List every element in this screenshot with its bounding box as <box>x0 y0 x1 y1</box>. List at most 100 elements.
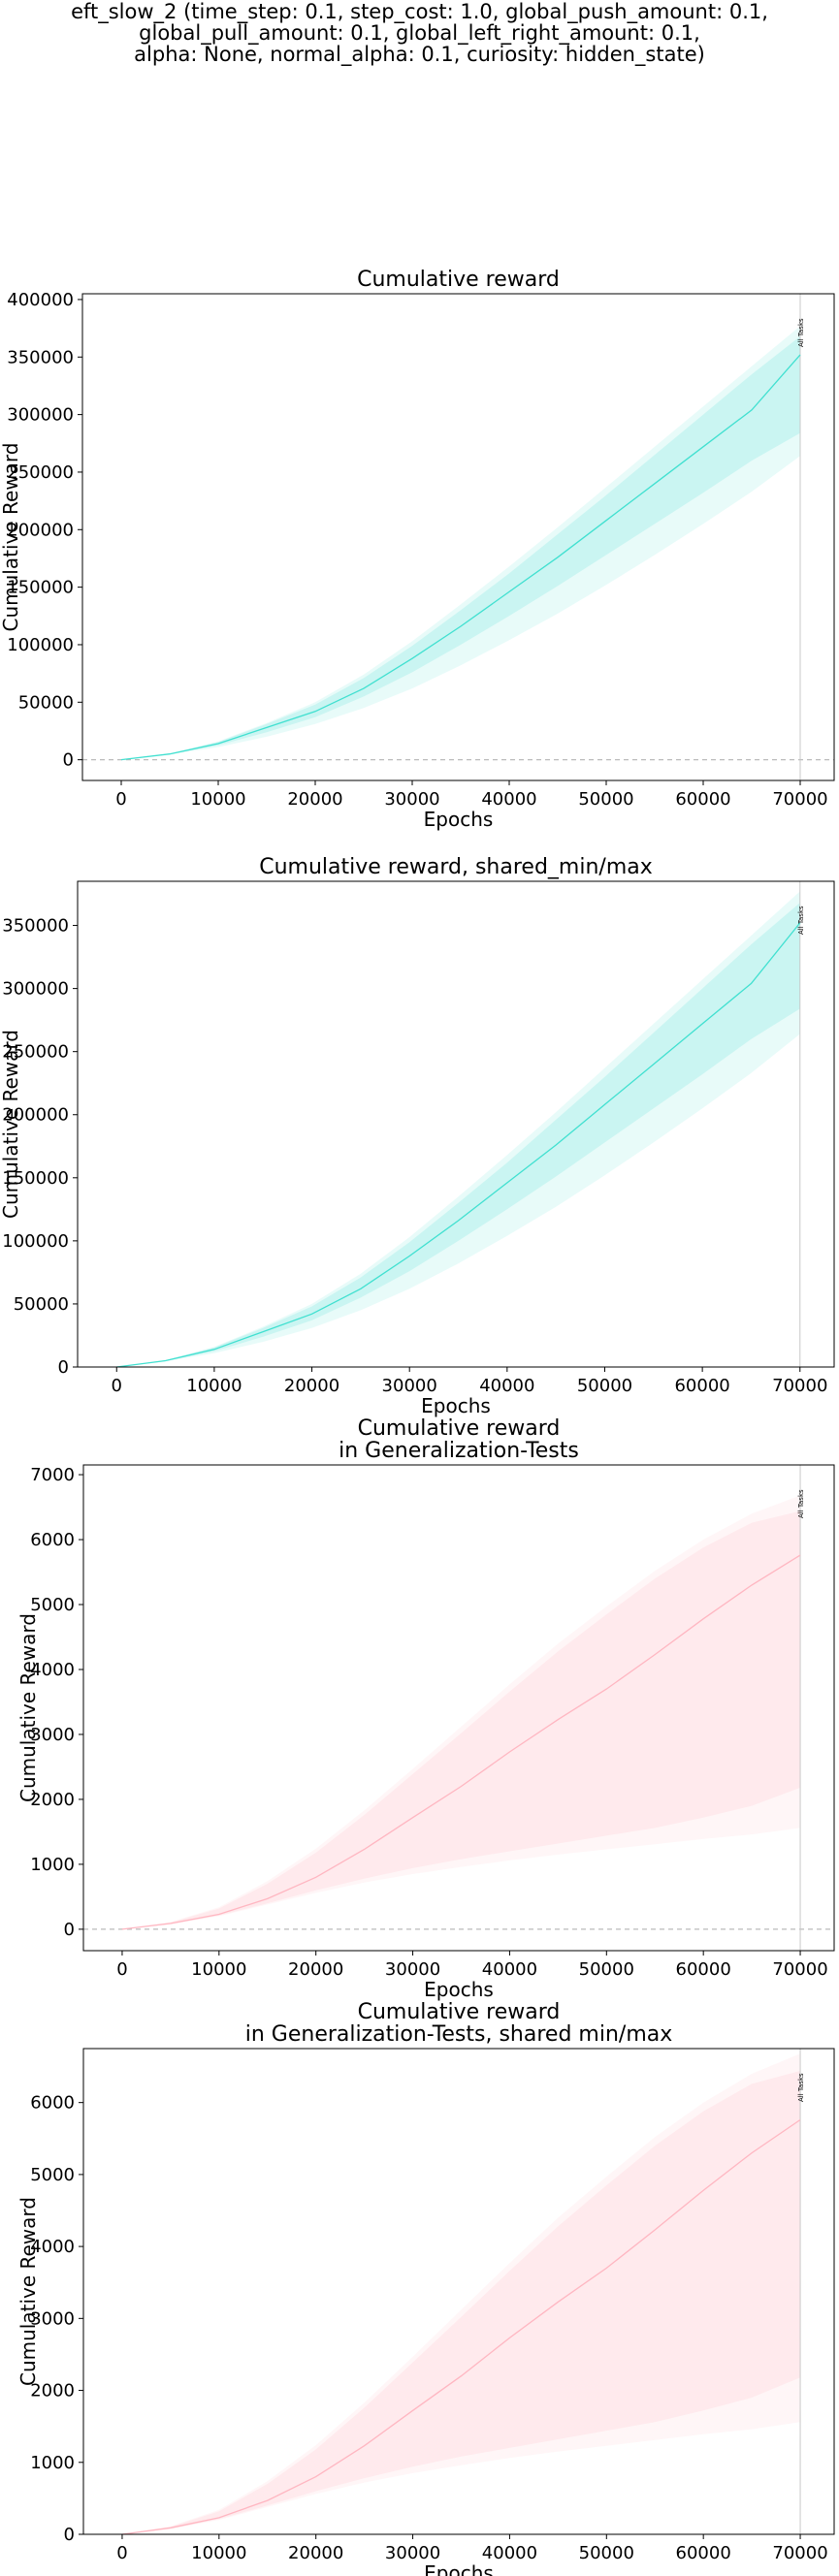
chart-panel-2: All Tasks 0 10000 20000 30000 40000 50000 60000… <box>0 855 835 1417</box>
y-axis-label: Cumulative Reward <box>16 1613 40 1802</box>
x-tick-label: 10000 <box>191 2543 246 2563</box>
x-tick-label: 0 <box>116 1959 127 1980</box>
task-marker-label: All Tasks <box>797 2073 805 2102</box>
y-tick-label: 4000 <box>30 2237 75 2257</box>
plot-frame <box>77 880 835 1368</box>
y-tick-label: 3000 <box>30 1725 75 1745</box>
chart-title-line-1: Cumulative reward <box>358 1416 561 1441</box>
task-marker-label: All Tasks <box>797 1489 805 1518</box>
x-tick-label: 10000 <box>186 1376 242 1396</box>
y-tick-label: 2000 <box>30 2381 75 2401</box>
x-axis-label: Epochs <box>421 1394 491 1417</box>
y-tick-label: 7000 <box>30 1465 75 1485</box>
x-tick-label: 0 <box>115 789 126 810</box>
x-tick-label: 40000 <box>482 1959 537 1980</box>
x-tick-label: 60000 <box>675 789 730 810</box>
y-tick-label: 0 <box>64 2525 75 2545</box>
chart-title-line-1: Cumulative reward, shared_min/max <box>259 855 653 879</box>
y-tick-label: 50000 <box>18 692 74 713</box>
y-tick-label: 6000 <box>30 2093 75 2114</box>
x-axis-label: Epochs <box>424 2561 494 2576</box>
chart-title-line-1: Cumulative reward <box>358 2000 561 2024</box>
chart-title-line-2: in Generalization-Tests, shared min/max <box>245 2022 673 2047</box>
band-outer <box>121 1495 800 1929</box>
y-tick-label: 250000 <box>2 1042 69 1063</box>
x-tick-label: 20000 <box>287 789 342 810</box>
plot-frame <box>82 1464 835 1952</box>
y-tick-label: 3000 <box>30 2308 75 2329</box>
figure-title-line-3: alpha: None, normal_alpha: 0.1, curiosit… <box>134 43 705 66</box>
band-inner <box>116 903 800 1367</box>
mean-series-line <box>120 354 801 761</box>
y-axis-label: Cumulative Reward <box>0 1030 22 1219</box>
x-tick-label: 70000 <box>772 2543 827 2563</box>
y-tick-label: 2000 <box>30 1790 75 1810</box>
chart-title-line-2: in Generalization-Tests <box>339 1439 579 1463</box>
x-tick-label: 50000 <box>578 789 633 810</box>
x-tick-label: 40000 <box>481 789 536 810</box>
band-outer <box>116 891 800 1367</box>
x-tick-label: 70000 <box>772 789 827 810</box>
x-tick-label: 60000 <box>674 1376 729 1396</box>
y-tick-label: 250000 <box>7 462 74 483</box>
plot-frame <box>81 293 835 781</box>
mean-series-line <box>121 1554 801 1930</box>
figure-title: eft_slow_2 (time_step: 0.1, step_cost: 1… <box>0 0 839 65</box>
x-tick-label: 10000 <box>190 789 245 810</box>
y-tick-label: 300000 <box>2 979 69 1000</box>
y-tick-label: 4000 <box>30 1660 75 1680</box>
band-inner <box>121 335 800 760</box>
x-tick-label: 60000 <box>676 2543 731 2563</box>
x-tick-label: 50000 <box>579 2543 634 2563</box>
band-outer <box>121 326 800 760</box>
x-tick-label: 20000 <box>288 1959 343 1980</box>
x-tick-label: 20000 <box>288 2543 343 2563</box>
chart-title-line-1: Cumulative reward <box>357 268 560 292</box>
figure-title-line-1: eft_slow_2 (time_step: 0.1, step_cost: 1… <box>71 0 768 23</box>
y-tick-label: 100000 <box>7 635 74 655</box>
plot-frame <box>82 2048 835 2535</box>
y-tick-label: 50000 <box>14 1294 69 1315</box>
x-tick-label: 30000 <box>385 2543 440 2563</box>
y-tick-label: 200000 <box>7 520 74 540</box>
x-tick-label: 20000 <box>284 1376 339 1396</box>
chart-panel-1: All Tasks 0 10000 20000 30000 40000 50000 60000… <box>0 268 835 831</box>
y-axis-label: Cumulative Reward <box>16 2197 40 2386</box>
x-tick-label: 10000 <box>191 1959 246 1980</box>
x-tick-label: 30000 <box>382 1376 437 1396</box>
x-tick-label: 0 <box>112 1376 122 1396</box>
y-tick-label: 200000 <box>2 1105 69 1126</box>
band-inner <box>121 2071 800 2534</box>
y-tick-label: 1000 <box>30 1855 75 1875</box>
y-tick-label: 150000 <box>7 578 74 598</box>
chart-panel-4: All Tasks 0 10000 20000 30000 40000 50000 60000… <box>16 2000 835 2576</box>
x-tick-label: 70000 <box>772 1959 827 1980</box>
y-tick-label: 300000 <box>7 405 74 426</box>
y-tick-label: 400000 <box>7 290 74 310</box>
band-outer <box>121 2053 800 2534</box>
y-tick-label: 350000 <box>2 916 69 937</box>
y-tick-label: 0 <box>58 1357 69 1378</box>
band-inner <box>121 1511 800 1929</box>
x-tick-label: 60000 <box>676 1959 731 1980</box>
x-tick-label: 70000 <box>772 1376 827 1396</box>
y-tick-label: 0 <box>63 750 74 771</box>
x-tick-label: 40000 <box>479 1376 534 1396</box>
mean-series-line <box>116 922 801 1367</box>
x-tick-label: 40000 <box>482 2543 537 2563</box>
x-tick-label: 50000 <box>577 1376 632 1396</box>
x-tick-label: 30000 <box>384 789 439 810</box>
task-marker-label: All Tasks <box>797 318 805 347</box>
y-tick-label: 0 <box>64 1920 75 1940</box>
y-tick-label: 6000 <box>30 1530 75 1550</box>
y-tick-label: 5000 <box>30 2165 75 2185</box>
figure-title-line-2: global_pull_amount: 0.1, global_left_rig… <box>139 21 700 45</box>
x-tick-label: 50000 <box>579 1959 634 1980</box>
y-tick-label: 100000 <box>2 1231 69 1252</box>
x-tick-label: 30000 <box>385 1959 440 1980</box>
y-tick-label: 350000 <box>7 347 74 367</box>
y-tick-label: 5000 <box>30 1595 75 1615</box>
mean-series-line <box>121 2118 801 2534</box>
